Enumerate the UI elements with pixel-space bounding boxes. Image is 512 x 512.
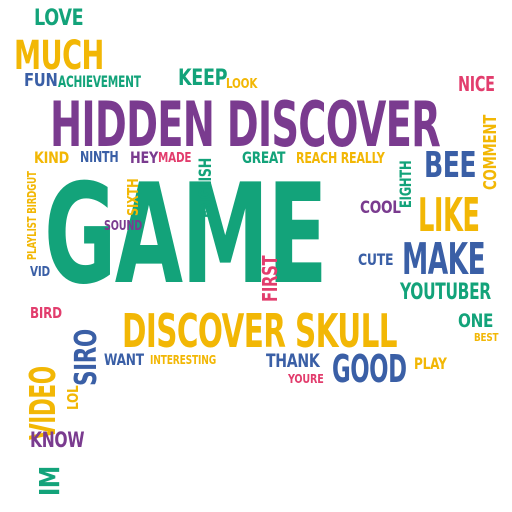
word-fun: FUN xyxy=(24,70,58,91)
word-comment: COMMENT xyxy=(480,114,501,190)
word-best: BEST xyxy=(474,331,499,344)
word-love: LOVE xyxy=(34,6,84,31)
word-one: ONE xyxy=(458,310,494,332)
word-ninth: NINTH xyxy=(80,148,119,166)
word-sound: SOUND xyxy=(104,219,142,234)
word-made: MADE xyxy=(158,151,192,166)
word-keep: KEEP xyxy=(178,66,228,91)
word-hey: HEY xyxy=(130,148,158,167)
word-youtuber: YOUTUBER xyxy=(400,280,491,305)
word-great: GREAT xyxy=(242,148,286,167)
word-bird: BIRD xyxy=(30,304,62,322)
word-thank: THANK xyxy=(266,350,320,372)
word-hidden-discover: HIDDEN DISCOVER xyxy=(50,88,441,161)
word-discover-skull: DISCOVER SKULL xyxy=(122,304,398,358)
word-youre: YOURE xyxy=(288,372,324,386)
word-im: IM xyxy=(33,466,66,496)
word-lol: LOL xyxy=(64,385,82,410)
word-bee: BEE xyxy=(424,145,477,186)
word-good: GOOD xyxy=(332,347,407,391)
word-much: MUCH xyxy=(14,33,104,79)
word-like: LIKE xyxy=(418,188,480,242)
word-english: ENGLISH xyxy=(196,158,216,218)
word-vid: VID xyxy=(30,265,50,280)
word-look: LOOK xyxy=(226,77,258,92)
word-want: WANT xyxy=(104,350,144,369)
word-cute: CUTE xyxy=(358,250,394,269)
word-siro: SIRO xyxy=(69,329,104,386)
word-first: FIRST xyxy=(258,255,282,302)
word-play: PLAY xyxy=(414,354,447,373)
word-make: MAKE xyxy=(402,234,486,285)
word-nice: NICE xyxy=(458,72,495,96)
word-kind: KIND xyxy=(34,148,69,167)
word-cool: COOL xyxy=(360,198,401,218)
word-sixth: SIXTH xyxy=(124,178,142,216)
word-interesting: INTERESTING xyxy=(150,353,217,367)
word-playlist-birdgut: PLAYLIST BIRDGUT xyxy=(25,171,39,260)
word-reach-really: REACH REALLY xyxy=(296,149,385,167)
word-know: KNOW xyxy=(30,428,85,452)
word-game: GAME xyxy=(44,154,328,315)
word-achievement: ACHIEVEMENT xyxy=(58,72,141,91)
